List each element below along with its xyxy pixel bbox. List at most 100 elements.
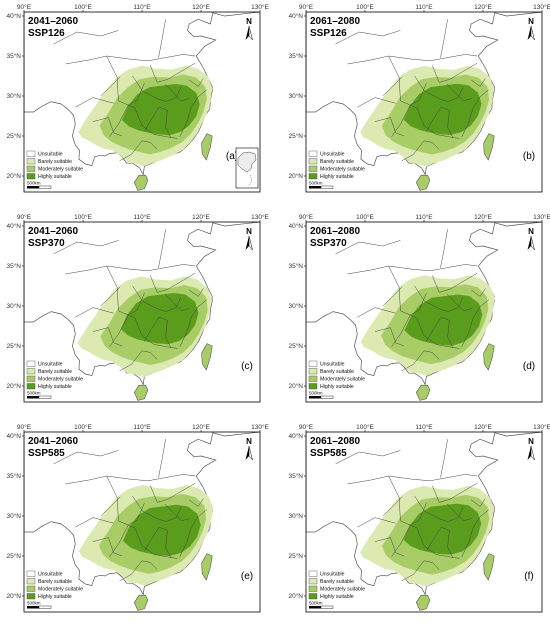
lat-tick-label: 40°N [6,432,21,440]
province-boundary [347,264,478,275]
legend-label: Highly suitable [38,174,72,180]
taiwan-area [201,553,213,581]
province-boundary [65,264,196,275]
province-boundary [150,482,196,503]
legend-label: Unsuitable [320,572,345,578]
province-boundary [471,288,486,297]
province-boundary [388,265,460,349]
legend-swatch [308,173,318,180]
province-boundary [471,78,486,87]
province-boundary [335,450,401,465]
province-boundary [461,299,490,347]
hainan-area [133,174,149,191]
north-label: N [528,437,534,446]
north-arrow-icon [530,445,535,461]
province-boundary [92,327,122,347]
lon-tick-label: 100°E [74,423,92,431]
legend-label: Barely suitable [320,579,354,585]
province-boundary [414,75,464,102]
lat-tick-label: 40°N [288,432,303,440]
lon-tick-label: 100°E [74,213,92,221]
lon-tick-label: 130°E [251,3,269,11]
inset-china-outline [237,151,257,173]
highly-suitable-area [122,504,201,556]
map-panel: 90°E 100°E 110°E 120°E 130°E 40°N 35°N 30°N 25°N… [4,213,270,413]
province-boundary [132,495,182,522]
lat-tick-label: 30°N [288,512,303,520]
lat-tick-label: 20°N [288,592,303,600]
north-label: N [528,17,534,26]
scale-bar [38,605,52,609]
province-boundary [388,475,460,559]
legend-swatch [308,360,318,367]
province-boundary [391,503,427,557]
north-label: N [528,227,534,236]
legend-label: Moderately suitable [38,377,83,383]
legend-label: Barely suitable [38,579,72,585]
north-label: N [246,227,252,236]
lon-tick-label: 90°E [17,423,32,431]
panel-label: (a) [226,151,238,162]
map-panel: 90°E 100°E 110°E 120°E 130°E 40°N 35°N 30°N 25°N… [4,3,270,203]
legend-swatch [308,383,318,390]
legend-swatch [26,165,36,172]
lon-tick-label: 130°E [251,423,269,431]
province-boundary [446,293,472,312]
lat-tick-label: 40°N [6,12,21,20]
taiwan-area [201,133,213,161]
province-boundary [179,299,208,347]
lon-tick-label: 90°E [299,3,314,11]
north-arrow-icon [530,25,535,41]
scale-bar [320,395,334,399]
north-arrow-icon [530,235,535,251]
legend-label: Barely suitable [38,369,72,375]
north-arrow-icon [245,26,249,40]
legend-label: Moderately suitable [320,377,365,383]
province-boundary [335,30,401,45]
hainan-area [415,384,431,401]
legend-label: Barely suitable [38,159,72,165]
lat-tick-label: 25°N [288,552,303,560]
lon-tick-label: 130°E [533,213,550,221]
lon-tick-label: 90°E [299,213,314,221]
province-boundary [164,293,190,312]
province-boundary [414,495,464,522]
lat-tick-label: 20°N [6,592,21,600]
legend-swatch [26,173,36,180]
legend-swatch [308,375,318,382]
map-panel: 90°E 100°E 110°E 120°E 130°E 40°N 35°N 30°N 25°N… [4,423,270,623]
map-panel: 90°E 100°E 110°E 120°E 130°E 40°N 35°N 30°N 25°N… [286,213,550,413]
province-boundary [53,450,119,465]
province-boundary [347,54,478,65]
legend-label: Highly suitable [38,594,72,600]
lat-tick-label: 40°N [288,12,303,20]
province-boundary [440,19,448,58]
legend-label: Unsuitable [38,152,63,158]
lat-tick-label: 25°N [288,342,303,350]
panel-scenario: SSP126 [310,28,347,39]
province-boundary [53,240,119,255]
province-boundary [106,265,178,349]
province-boundary [374,117,404,137]
province-boundary [391,293,427,347]
lon-tick-label: 120°E [474,423,492,431]
north-arrow-icon [248,25,253,41]
lon-tick-label: 120°E [192,213,210,221]
lon-tick-label: 100°E [356,213,374,221]
north-arrow-icon [527,236,531,250]
province-boundary [179,89,208,137]
scale-bar [309,396,321,399]
lat-tick-label: 25°N [6,132,21,140]
legend-swatch [308,158,318,165]
lat-tick-label: 35°N [6,262,21,270]
scale-bar [27,606,39,609]
lon-tick-label: 90°E [299,423,314,431]
province-boundary [461,89,490,137]
legend-label: Moderately suitable [38,587,83,593]
lon-tick-label: 100°E [356,3,374,11]
province-boundary [109,83,145,137]
legend-label: Barely suitable [320,369,354,375]
province-boundary [119,350,158,372]
highly-suitable-area [121,84,200,136]
taiwan-area [201,343,213,371]
